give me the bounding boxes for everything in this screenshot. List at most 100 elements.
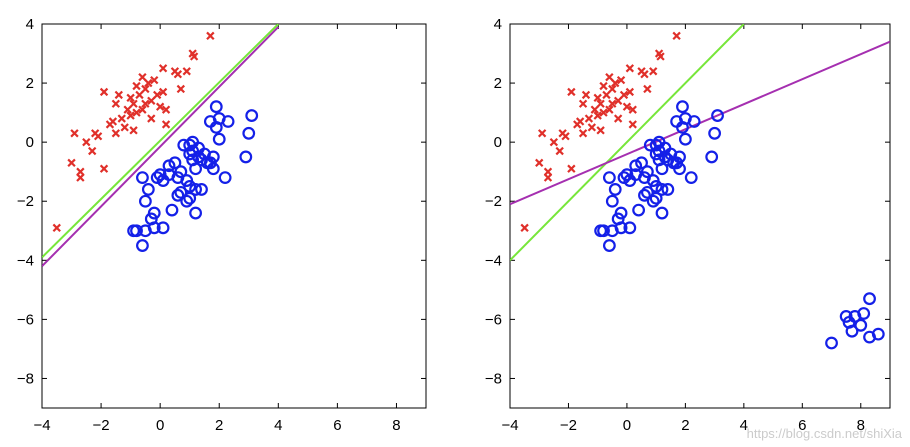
red-cross-point: [111, 129, 121, 138]
left-plot: −4 −2 0 2 4 6 8 4 2 0 −2 −4 −6 −8: [17, 16, 427, 434]
blue-circle-point: [825, 336, 838, 350]
blue-circle-point: [608, 183, 622, 196]
blue-circle-point: [602, 171, 616, 185]
blue-circle-point: [136, 171, 149, 185]
blue-circle-point: [705, 150, 719, 164]
red-cross-point: [608, 99, 617, 108]
red-cross-point: [656, 52, 665, 61]
red-cross-point: [622, 102, 632, 111]
red-cross-point: [619, 90, 629, 100]
magenta-boundary-line: [42, 26, 280, 267]
blue-circle-point: [183, 191, 197, 205]
red-cross-point: [613, 114, 623, 123]
red-cross-point: [605, 105, 614, 114]
red-cross-point: [141, 99, 150, 108]
red-cross-point: [602, 90, 611, 100]
blue-circle-point: [189, 206, 203, 220]
x-tick-label: −4: [33, 417, 50, 434]
x-tick-label: 0: [156, 417, 164, 434]
y-tick-label: −2: [17, 193, 34, 210]
blue-circle-point: [640, 165, 654, 179]
red-cross-point: [628, 105, 637, 114]
red-cross-point: [138, 72, 147, 82]
x-tick-label: 6: [798, 417, 806, 434]
red-cross-point: [605, 72, 614, 82]
red-cross-point: [111, 99, 121, 108]
red-cross-point: [596, 99, 605, 108]
red-cross-point: [123, 105, 132, 114]
blue-circle-point: [138, 194, 152, 208]
red-cross-point: [176, 84, 186, 94]
y-tick-label: −6: [485, 311, 502, 328]
blue-circle-point: [206, 162, 220, 176]
blue-circle-point: [206, 150, 220, 164]
red-cross-point: [93, 132, 103, 141]
blue-circle-point: [130, 224, 143, 238]
blue-circle-point: [212, 132, 226, 146]
red-cross-point: [567, 164, 576, 173]
red-cross-point: [593, 111, 602, 120]
plot-area: [510, 24, 890, 350]
blue-circle-point: [635, 156, 648, 170]
red-cross-point: [206, 31, 215, 40]
x-tick-label: 6: [333, 417, 341, 434]
blue-circle-point: [147, 206, 161, 220]
blue-circle-point: [141, 183, 155, 196]
red-cross-point: [643, 84, 652, 94]
blue-circle-point: [854, 318, 868, 332]
red-cross-point: [120, 123, 129, 132]
blue-circle-point: [614, 206, 628, 220]
red-cross-point: [567, 87, 576, 97]
blue-circle-point: [156, 221, 170, 235]
blue-circle-point: [845, 324, 859, 338]
red-cross-point: [611, 78, 620, 88]
blue-circle-point: [239, 150, 253, 164]
blue-circle-point: [614, 221, 628, 235]
x-tick-label: −2: [560, 417, 577, 434]
red-cross-point: [82, 137, 91, 147]
blue-circle-point: [136, 239, 149, 252]
red-cross-point: [158, 64, 168, 73]
red-cross-point: [599, 81, 608, 91]
blue-circle-point: [687, 115, 701, 128]
y-tick-label: −6: [17, 311, 34, 328]
x-tick-label: 4: [274, 417, 282, 434]
x-tick-label: 0: [623, 417, 631, 434]
y-tick-label: 2: [494, 75, 502, 92]
y-tick-label: −4: [485, 252, 502, 269]
blue-circle-point: [638, 188, 651, 202]
red-cross-point: [161, 120, 171, 129]
red-cross-point: [161, 105, 171, 114]
blue-circle-point: [655, 183, 669, 196]
red-cross-point: [625, 87, 635, 97]
blue-circle-point: [623, 221, 637, 235]
x-tick-label: −4: [501, 417, 518, 434]
red-cross-point: [543, 173, 553, 182]
red-cross-point: [584, 114, 594, 123]
red-cross-point: [114, 90, 123, 100]
blue-circle-point: [711, 109, 724, 122]
plot-area: [42, 24, 280, 267]
blue-circle-point: [174, 165, 188, 179]
red-cross-point: [126, 93, 135, 103]
red-cross-point: [616, 75, 626, 85]
blue-circle-point: [649, 191, 663, 205]
blue-circle-point: [655, 162, 669, 176]
blue-circle-point: [221, 115, 235, 128]
blue-circle-point: [640, 185, 654, 199]
red-cross-point: [132, 81, 141, 91]
y-tick-label: −8: [17, 370, 34, 387]
blue-circle-point: [863, 292, 876, 306]
blue-circle-point: [708, 126, 722, 140]
y-tick-label: −8: [485, 370, 502, 387]
blue-circle-point: [180, 194, 194, 208]
x-tick-label: 8: [857, 417, 865, 434]
red-cross-point: [144, 78, 153, 88]
red-cross-point: [587, 123, 597, 132]
green-boundary-line: [510, 24, 745, 262]
x-tick-label: 2: [215, 417, 223, 434]
red-cross-point: [150, 75, 159, 85]
red-cross-point: [99, 164, 109, 173]
red-cross-point: [129, 99, 138, 108]
blue-circle-point: [632, 203, 646, 217]
